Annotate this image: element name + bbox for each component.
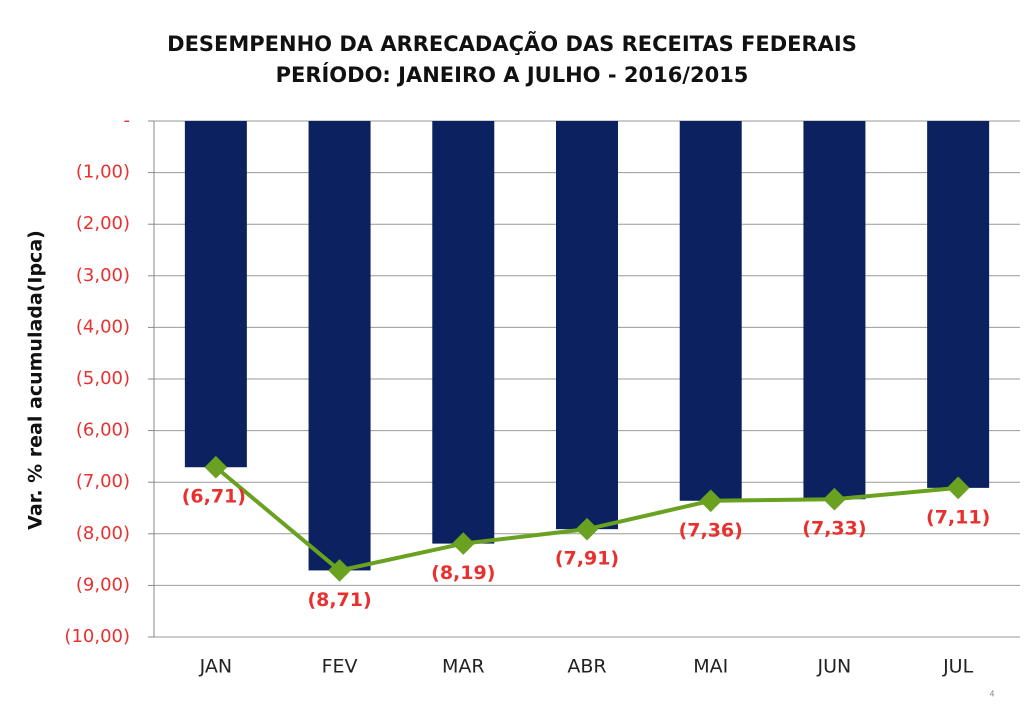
chart-title: DESEMPENHO DA ARRECADAÇÃO DAS RECEITAS F… <box>167 31 857 56</box>
bar <box>803 121 866 500</box>
page-number: 4 <box>989 690 994 699</box>
x-tick-label: JAN <box>199 656 232 678</box>
data-label: (8,19) <box>431 562 495 584</box>
y-tick-label: (2,00) <box>76 213 130 234</box>
bar <box>432 121 495 544</box>
marker <box>699 489 723 513</box>
bar <box>679 121 742 501</box>
y-tick-label: (3,00) <box>76 265 130 286</box>
marker <box>823 487 846 511</box>
y-axis-label: Var. % real acumulada(Ipca) <box>25 230 47 530</box>
y-tick-label: (5,00) <box>76 368 130 389</box>
x-tick-label: MAR <box>442 656 485 678</box>
bar <box>184 121 247 468</box>
data-label: (7,11) <box>926 506 990 528</box>
bar <box>927 121 990 488</box>
y-tick-label: (4,00) <box>76 316 130 337</box>
bar <box>308 121 371 571</box>
data-label: (6,71) <box>182 486 246 508</box>
marker <box>451 532 475 555</box>
data-label: (8,71) <box>307 589 371 611</box>
chart-subtitle: PERÍODO: JANEIRO A JULHO - 2016/2015 <box>276 62 749 87</box>
marker <box>575 517 599 541</box>
y-tick-label: (7,00) <box>76 471 130 492</box>
y-tick-label: (9,00) <box>76 574 130 595</box>
data-label: (7,91) <box>555 548 619 570</box>
marker <box>328 559 351 582</box>
x-tick-label: ABR <box>567 656 606 678</box>
x-tick-label: FEV <box>322 656 358 678</box>
x-tick-label: MAI <box>693 656 728 678</box>
y-tick-label: - <box>124 110 131 131</box>
x-tick-label: JUN <box>817 656 852 678</box>
data-label: (7,33) <box>802 518 866 540</box>
data-label: (7,36) <box>679 519 743 541</box>
marker <box>946 476 970 500</box>
y-tick-label: (10,00) <box>64 626 130 647</box>
y-tick-label: (8,00) <box>76 523 130 544</box>
y-tick-label: (1,00) <box>76 162 130 183</box>
x-tick-label: JUL <box>942 656 974 678</box>
bar <box>556 121 618 530</box>
y-tick-label: (6,00) <box>76 420 130 441</box>
